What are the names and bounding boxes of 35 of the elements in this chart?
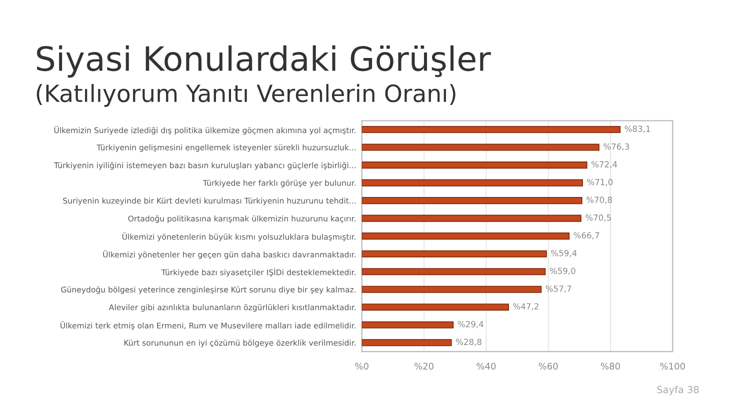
bar	[362, 321, 454, 328]
data-label: %66,7	[574, 232, 600, 240]
data-label: %72,4	[592, 161, 618, 168]
bar	[362, 126, 621, 134]
text: Sayfa 38	[657, 386, 699, 396]
bar	[362, 144, 600, 151]
bar	[362, 179, 583, 186]
data-label: %70,8	[586, 196, 612, 204]
x-tick-label: %0	[355, 362, 368, 370]
bar	[362, 304, 509, 311]
data-label: %59,4	[551, 250, 577, 258]
data-label: %59,0	[550, 268, 576, 275]
data-label: %28,8	[456, 338, 482, 346]
data-label: %47,2	[513, 303, 538, 310]
data-label: %71,0	[587, 178, 613, 186]
x-tick-label: %80	[600, 362, 620, 370]
data-label: %29,4	[458, 320, 484, 328]
data-label: %57,7	[546, 285, 572, 293]
x-tick-label: %60	[538, 362, 558, 370]
bar	[362, 232, 570, 240]
x-tick-label: %100	[660, 362, 685, 370]
x-tick-label: %20	[414, 362, 434, 370]
data-label: %76,3	[604, 143, 629, 151]
bar	[362, 286, 542, 293]
bar	[362, 214, 582, 222]
bar	[362, 339, 452, 346]
data-label: %83,1	[624, 126, 650, 133]
bar	[362, 162, 588, 169]
chart-title: Siyasi Konulardaki Görüşler	[36, 45, 491, 78]
bar	[362, 268, 546, 276]
data-label: %70,5	[586, 214, 611, 222]
bar	[362, 250, 547, 258]
chart-subtitle: (Katılıyorum Yanıtı Verenlerin Oranı)	[36, 84, 456, 107]
bar	[362, 197, 582, 204]
x-tick-label: %40	[476, 362, 496, 370]
